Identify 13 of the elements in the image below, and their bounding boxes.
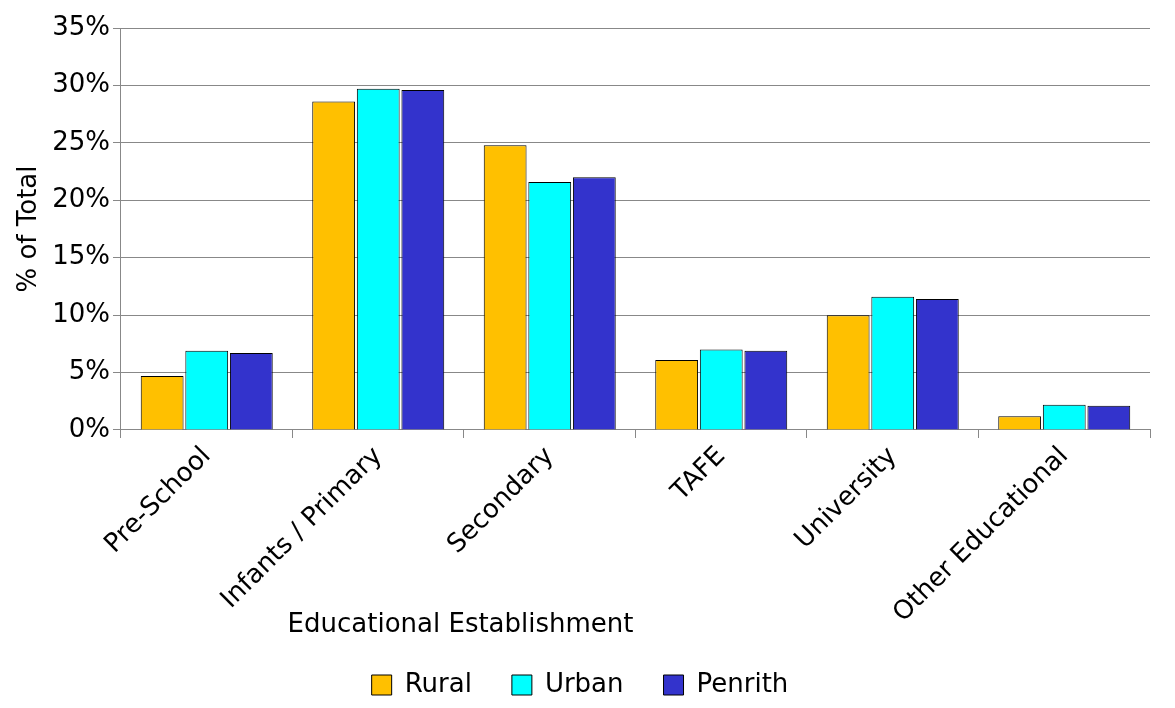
y-tick-label: 5% bbox=[68, 355, 110, 386]
x-axis-title: Educational Establishment bbox=[287, 607, 634, 638]
y-tick-label: 10% bbox=[52, 297, 110, 328]
legend-label: Urban bbox=[544, 667, 624, 698]
y-axis-title: % of Total bbox=[12, 165, 43, 293]
y-tick-label: 20% bbox=[52, 183, 110, 214]
y-tick-label: 30% bbox=[52, 68, 110, 99]
y-tick-label: 15% bbox=[52, 240, 110, 271]
y-tick-label: 25% bbox=[52, 125, 110, 156]
legend-label: Penrith bbox=[696, 667, 789, 698]
legend-label: Rural bbox=[404, 667, 472, 698]
y-tick-label: 35% bbox=[52, 10, 110, 41]
y-tick-label: 0% bbox=[68, 412, 110, 443]
